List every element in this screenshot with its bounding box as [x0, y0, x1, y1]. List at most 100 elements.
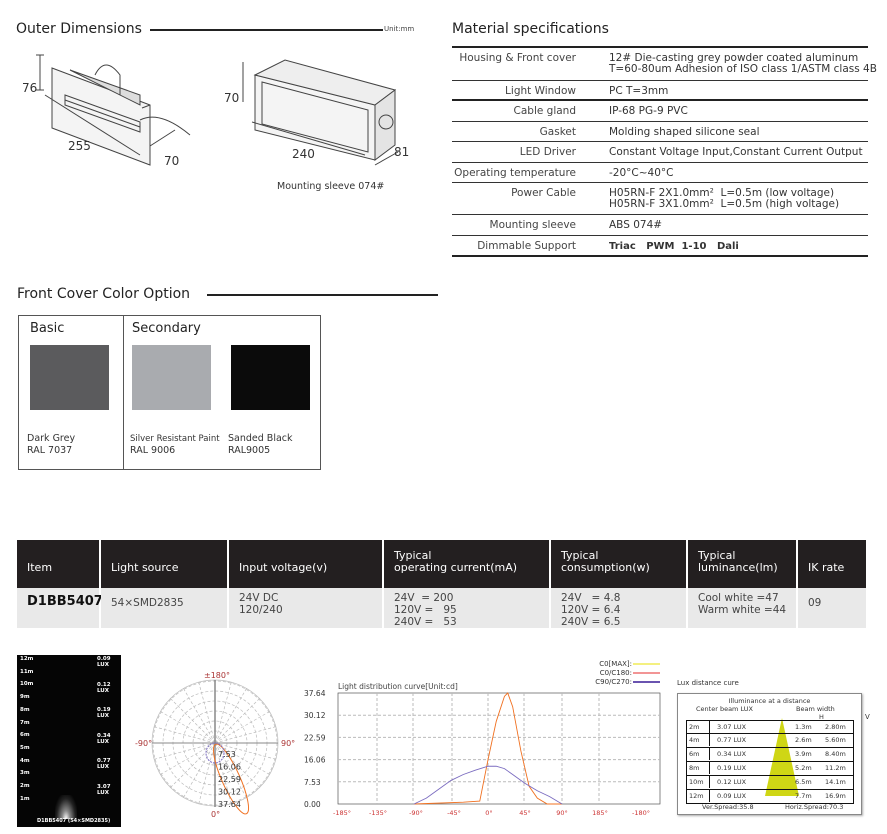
- lux-distance-title: Lux distance cure: [677, 679, 739, 687]
- spec-value: Constant Voltage Input,Constant Current …: [609, 146, 863, 158]
- polar-ring-label: 7.53: [218, 750, 236, 759]
- distance-label: 6m: [20, 732, 30, 739]
- spec-label: Gasket: [539, 126, 576, 138]
- divider: [709, 762, 710, 774]
- lux-cell: 10m: [689, 778, 704, 786]
- lux-row: 2m 3.07 LUX 1.3m 2.80m: [686, 720, 854, 734]
- polar-c90-curve: [205, 742, 225, 764]
- table-cell: 09: [798, 588, 866, 628]
- color-option-box: Basic Secondary Dark Grey RAL 7037 Silver…: [18, 315, 321, 470]
- lux-cell: 0.34 LUX: [717, 750, 747, 758]
- spec-label: Housing & Front cover: [459, 52, 576, 64]
- y-tick-label: 0.00: [304, 800, 321, 809]
- polar-spoke: [160, 711, 216, 744]
- header-label: Item: [27, 561, 53, 574]
- color-option-title: Front Cover Color Option: [17, 286, 191, 302]
- polar-spoke: [183, 742, 216, 798]
- lux-cell: 1.3m: [795, 723, 812, 731]
- spec-value: ABS 074#: [609, 219, 663, 231]
- swatch-name: Sanded Black: [228, 433, 293, 444]
- polar-spoke: [214, 688, 247, 744]
- lux-distance-box: Illuminance at a distance Center beam LU…: [677, 693, 862, 815]
- lux-cell: 3.07 LUX: [717, 723, 747, 731]
- swatch-silver[interactable]: [132, 345, 211, 410]
- table-cell: 54×SMD2835: [101, 588, 227, 628]
- x-tick-label: -90°: [409, 809, 423, 817]
- polar-spoke: [198, 742, 216, 804]
- header-label: Typical operating current(mA): [394, 549, 518, 574]
- spec-row: Housing & Front cover 12# Die-casting gre…: [452, 48, 877, 81]
- y-tick-label: 7.53: [304, 778, 321, 787]
- polar-diagram: ±180° -90° 90° 0° 7.53 16.06 22.59 30.12 37.…: [135, 671, 295, 819]
- legend-label: C0[MAX]:: [599, 660, 632, 668]
- series-line-0: [413, 692, 562, 805]
- lux-row: 4m 0.77 LUX 2.6m 5.60m: [686, 734, 854, 748]
- x-tick-label: 185°: [592, 809, 608, 817]
- sleeve-depth: 81: [394, 145, 409, 159]
- polar-spoke: [214, 711, 270, 744]
- legend-label: C90/C270:: [595, 678, 632, 686]
- divider: [452, 46, 868, 48]
- y-tick-label: 37.64: [304, 689, 326, 698]
- lux-cell: 2.80m: [825, 723, 846, 731]
- fixture-height: 76: [22, 81, 37, 95]
- spec-row: Operating temperature -20°C~40°C: [452, 163, 868, 183]
- x-tick-label: -185°: [333, 809, 351, 817]
- lux-cell: 0.09 LUX: [717, 792, 747, 800]
- lux-cell: 5.2m: [795, 764, 812, 772]
- polar-spoke: [198, 682, 216, 744]
- polar-ring-label: 22.59: [218, 775, 241, 784]
- swatch-code: RAL 9006: [130, 445, 176, 456]
- distance-label: 11m: [20, 668, 34, 675]
- spec-value: Molding shaped silicone seal: [609, 126, 760, 138]
- sleeve-height: 70: [224, 91, 239, 105]
- table-cell: Cool white =47 Warm white =44: [688, 588, 796, 628]
- lux-row: 8m 0.19 LUX 5.2m 11.2m: [686, 762, 854, 776]
- lux-image-footer: D1BB5407 (54×SMD2835): [37, 818, 111, 824]
- swatch-dark-grey[interactable]: [30, 345, 109, 410]
- distance-label: 3m: [20, 770, 30, 777]
- polar-ring-label: 16.06: [218, 763, 241, 772]
- lux-cell: 4m: [689, 736, 700, 744]
- spec-value: -20°C~40°C: [609, 167, 674, 179]
- outer-dimensions-title: Outer Dimensions: [16, 21, 142, 37]
- lux-value: 3.07 LUX: [97, 783, 111, 796]
- polar-spoke: [214, 742, 247, 798]
- distance-label: 2m: [20, 783, 30, 789]
- polar-spoke: [214, 742, 270, 775]
- lux-cell: 6m: [689, 750, 700, 758]
- lux-cell: 14.1m: [825, 778, 846, 786]
- fixture-drawing: 76 255 70 70 240 81: [22, 54, 409, 168]
- table-header: Typical luminance(lm): [688, 540, 796, 588]
- table-cell: 24V = 4.8 120V = 6.4 240V = 6.5: [551, 588, 686, 628]
- x-tick-label: 0°: [485, 809, 492, 817]
- lux-cell: 2m: [689, 723, 700, 731]
- distance-label: 7m: [20, 719, 30, 726]
- spec-value: H05RN-F 2X1.0mm² L=0.5m (low voltage) H0…: [609, 187, 840, 210]
- spec-row: Mounting sleeve ABS 074#: [452, 215, 868, 236]
- divider: [150, 29, 383, 31]
- light-spot: [55, 795, 77, 819]
- lux-cell: 8.40m: [825, 750, 846, 758]
- polar-c0-curve: [212, 743, 250, 815]
- lux-cell: 5.60m: [825, 736, 846, 744]
- lux-value: 0.19 LUX: [97, 707, 111, 719]
- lux-cell: 2.6m: [795, 736, 812, 744]
- sleeve-length: 240: [292, 147, 315, 161]
- polar-spoke: [170, 698, 216, 744]
- divider: [207, 294, 438, 296]
- spec-label: Mounting sleeve: [489, 219, 576, 231]
- lux-cell: 16.9m: [825, 792, 846, 800]
- polar-spoke: [183, 688, 216, 744]
- lux-value: 0.34 LUX: [97, 732, 111, 745]
- v-label: V: [865, 713, 870, 721]
- lux-cell: 6.5m: [795, 778, 812, 786]
- spec-label: LED Driver: [519, 146, 576, 158]
- fixture-length: 255: [68, 139, 91, 153]
- beam-width-header: Beam width: [796, 705, 835, 713]
- polar-ring-label: 37.64: [218, 800, 241, 809]
- divider: [709, 790, 710, 802]
- swatch-sanded-black[interactable]: [231, 345, 310, 410]
- table-header: Input voltage(v): [229, 540, 382, 588]
- distance-label: 9m: [20, 694, 30, 701]
